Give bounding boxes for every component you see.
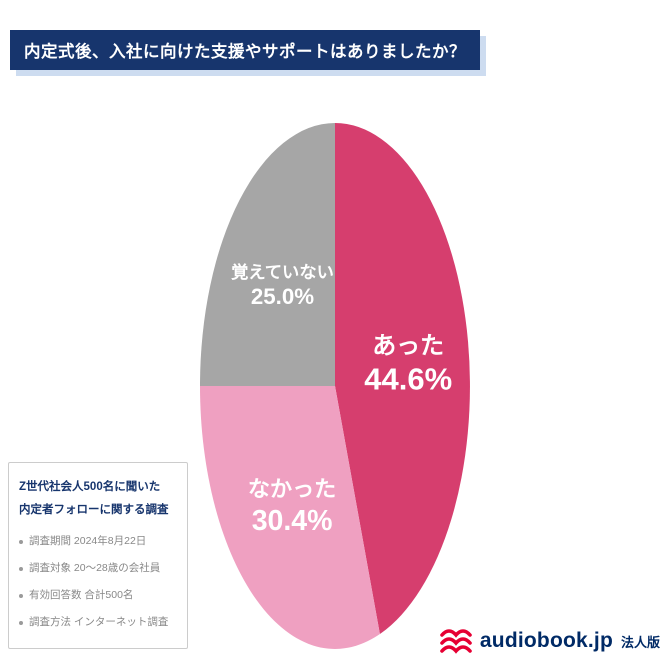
audiobook-logo: audiobook.jp 法人版	[439, 626, 660, 656]
audiobook-waves-icon	[440, 629, 472, 654]
bullet-dot-icon	[19, 539, 23, 544]
survey-bullet-text: 調査期間 2024年8月22日	[29, 535, 147, 547]
survey-bullet-list: 調査期間 2024年8月22日調査対象 20〜28歳の会社員 有効回答数 合計50…	[19, 528, 177, 636]
survey-bullet-text: 調査対象 20〜28歳の会社員	[29, 562, 161, 574]
survey-bullet-item: 調査期間 2024年8月22日	[19, 528, 177, 555]
bullet-dot-icon	[19, 620, 23, 625]
audiobook-brand-text: audiobook.jp	[479, 629, 613, 652]
pie-slice-1	[200, 386, 380, 649]
pie-slice-2	[200, 123, 335, 386]
bullet-dot-icon	[19, 593, 23, 598]
survey-info-title-line2: 内定者フォローに関する調査	[19, 504, 169, 516]
bullet-dot-icon	[19, 566, 23, 571]
page-title: 内定式後、入社に向けた支援やサポートはありましたか？	[10, 30, 480, 70]
page-title-text: 内定式後、入社に向けた支援やサポートはありましたか？	[24, 43, 466, 61]
survey-bullet-text: 調査方法 インターネット調査	[29, 616, 169, 628]
survey-info-title: Z世代社会人500名に聞いた 内定者フォローに関する調査	[19, 476, 177, 522]
pie-slice-label-0: あった 44.6%	[364, 333, 452, 397]
survey-bullet-item: 調査方法 インターネット調査	[19, 609, 177, 636]
survey-bullet-item: 有効回答数 合計500名	[19, 582, 177, 609]
survey-bullet-item: 調査対象 20〜28歳の会社員	[19, 555, 177, 582]
survey-info-box: Z世代社会人500名に聞いた 内定者フォローに関する調査 調査期間 2024年8…	[8, 462, 188, 649]
audiobook-edition-text: 法人版	[620, 634, 660, 650]
pie-slice-0	[335, 123, 470, 634]
survey-info-title-line1: Z世代社会人500名に聞いた	[19, 481, 161, 493]
pie-slice-label-2: 覚えていない 25.0%	[231, 262, 334, 309]
pie-slice-label-1: なかった 30.4%	[248, 477, 336, 537]
survey-bullet-text: 有効回答数 合計500名	[29, 589, 134, 601]
